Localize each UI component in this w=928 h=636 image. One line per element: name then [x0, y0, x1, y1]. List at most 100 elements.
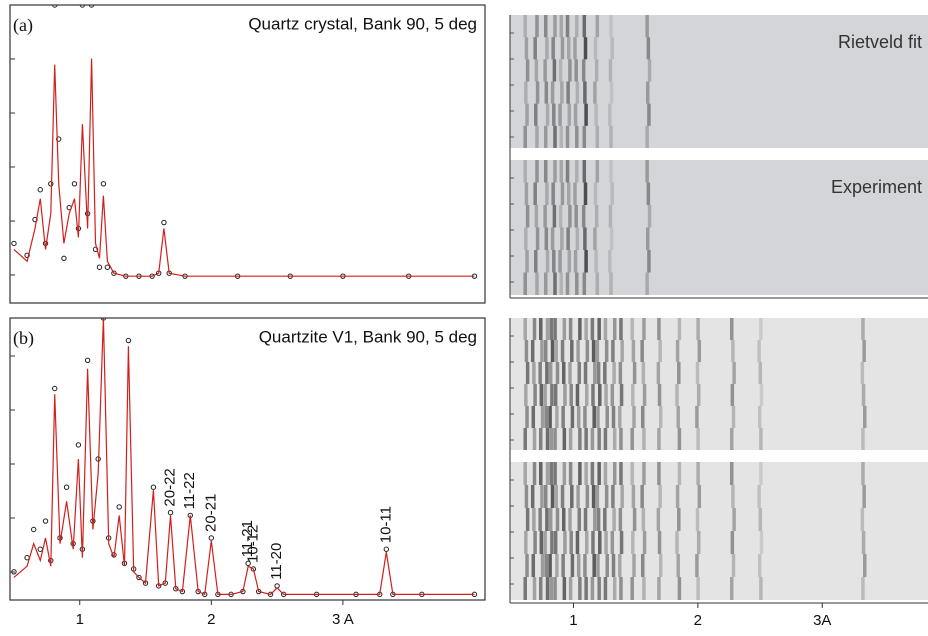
- strip-line: [535, 81, 540, 104]
- strip-line: [696, 462, 700, 485]
- strip-line: [532, 577, 537, 600]
- strip-line: [552, 205, 557, 228]
- strip-line: [584, 318, 588, 340]
- strip-line: [642, 531, 647, 554]
- strip-band: [510, 160, 928, 295]
- strip-line: [532, 362, 536, 384]
- strip-line: [757, 406, 762, 428]
- x-tick-label: 3A: [813, 612, 831, 629]
- strip-line: [632, 406, 636, 428]
- strip-line: [550, 384, 554, 406]
- strip-line: [568, 428, 573, 450]
- strip-line: [561, 554, 565, 577]
- strip-line: [729, 577, 734, 600]
- strip-line: [570, 406, 575, 428]
- strip-line: [560, 37, 565, 60]
- observed-point: [48, 181, 54, 187]
- strip-line: [631, 531, 635, 554]
- strip-line: [562, 428, 567, 450]
- strip-line: [595, 485, 600, 508]
- strip-line: [568, 462, 573, 485]
- observed-point: [208, 535, 215, 541]
- strip-line: [539, 428, 543, 450]
- strip-line: [569, 384, 573, 406]
- strip-line: [531, 406, 536, 428]
- strip-line: [578, 462, 582, 485]
- strip-line: [645, 272, 649, 295]
- observed-point: [167, 509, 174, 516]
- strip-line: [645, 15, 649, 38]
- calc-line: [13, 58, 475, 277]
- strip-line: [583, 81, 587, 104]
- strip-line: [608, 250, 612, 273]
- strip-line: [603, 577, 608, 600]
- strip-line: [612, 577, 617, 600]
- strip-line: [532, 428, 537, 450]
- strip-line: [548, 554, 552, 577]
- observed-point: [150, 484, 157, 490]
- strip-line: [523, 272, 527, 295]
- strip-line: [593, 362, 597, 384]
- strip-line: [609, 15, 613, 38]
- strip-line: [523, 15, 527, 38]
- strip-line: [657, 384, 662, 406]
- strip-line: [603, 508, 607, 531]
- strip-line: [562, 462, 567, 485]
- strip-line: [540, 554, 545, 577]
- strip-line: [645, 160, 649, 183]
- strip-line: [590, 577, 595, 600]
- strip-line: [675, 340, 680, 362]
- strip-line: [584, 531, 589, 554]
- strip-line: [612, 318, 617, 340]
- strip-line: [732, 362, 736, 384]
- strip-line: [553, 462, 557, 485]
- strip-line: [535, 272, 539, 295]
- strip-line: [575, 272, 579, 295]
- strip-line: [543, 160, 548, 183]
- strip-line: [860, 362, 865, 384]
- strip-line: [539, 318, 543, 340]
- x-tick-label: 1: [569, 612, 577, 629]
- strip-line: [596, 508, 601, 531]
- strip-line: [561, 508, 566, 531]
- strip-line: [560, 81, 564, 104]
- strip-line: [545, 318, 550, 340]
- strip-line: [543, 15, 548, 38]
- strip-line: [558, 205, 563, 228]
- strip-line: [697, 340, 702, 362]
- strip-line: [543, 59, 547, 82]
- strip-line: [530, 485, 535, 508]
- strip-line: [861, 462, 865, 485]
- strip-line: [545, 37, 549, 60]
- strip-line: [560, 227, 564, 250]
- strip-line: [612, 362, 616, 384]
- strip-line: [595, 15, 600, 38]
- strip-line: [608, 59, 613, 82]
- observed-point: [104, 264, 111, 270]
- strip-line: [565, 125, 570, 148]
- strip-line: [696, 531, 701, 554]
- strip-line: [553, 125, 557, 148]
- strip-line: [730, 384, 735, 406]
- strip-line: [525, 508, 530, 531]
- strip-line: [610, 531, 615, 554]
- strip-line: [658, 485, 662, 508]
- strip-line: [590, 428, 595, 450]
- strip-line: [860, 508, 865, 531]
- strip-line: [597, 428, 601, 450]
- strip-line: [553, 160, 557, 183]
- strip-line: [555, 362, 560, 384]
- strip-line: [558, 250, 562, 273]
- strip-line: [597, 577, 601, 600]
- strip-line: [535, 15, 539, 38]
- strip-line: [524, 340, 529, 362]
- strip-line: [560, 182, 565, 205]
- observed-point: [11, 240, 17, 247]
- strip-line: [539, 384, 544, 406]
- strip-line: [642, 384, 647, 406]
- strip-line: [559, 272, 564, 295]
- strip-line: [647, 59, 652, 82]
- strip-line: [566, 182, 571, 205]
- strip-line: [525, 362, 530, 384]
- strip-line: [657, 318, 661, 340]
